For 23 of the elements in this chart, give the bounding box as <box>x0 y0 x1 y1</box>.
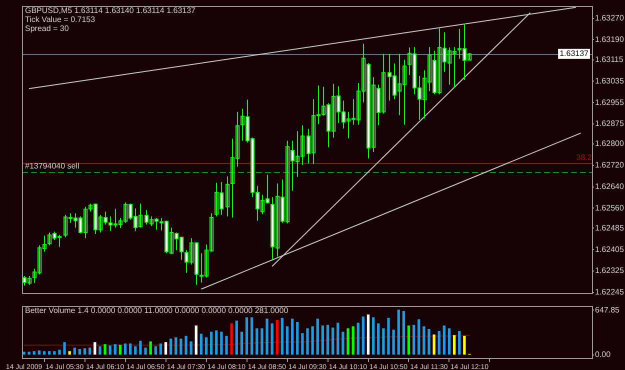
annotation: Tick Value = 0.7153 <box>25 15 96 24</box>
y-tick-label: 1.62800 <box>595 139 624 148</box>
y-tick-label: 1.63115 <box>595 54 624 64</box>
ref-line-label: #13794040 sell <box>25 161 80 170</box>
y-tick-label: 647.85 <box>595 305 620 314</box>
y-tick-label: 1.62560 <box>595 203 624 212</box>
y-tick-label: 1.62245 <box>595 288 624 297</box>
annotation: Spread = 30 <box>25 24 69 33</box>
y-tick-label: 1.62875 <box>595 119 624 128</box>
chart-title: GBPUSD,M5 1.63114 1.63140 1.63114 1.63137 <box>25 6 196 15</box>
ref-line-label: 1.63137 <box>560 49 590 58</box>
y-tick-label: 1.63035 <box>595 76 624 86</box>
y-tick-label: 1.62405 <box>595 244 624 254</box>
y-tick-label: 1.62955 <box>595 98 624 107</box>
y-tick-label: 1.63270 <box>595 14 624 23</box>
y-tick-label: 1.62640 <box>595 182 624 191</box>
y-tick-label: 1.62325 <box>595 266 624 276</box>
y-tick-label: 1.63190 <box>595 34 624 44</box>
chart-title: Better Volume 1.4 0.0000 0.0000 11.0000 0.0000 0.0000 0.0000 281.0000 <box>25 306 288 315</box>
y-tick-label: 1.62485 <box>595 223 624 232</box>
y-tick-label: 1.62720 <box>595 160 624 170</box>
y-tick-label: 0.00 <box>595 350 612 360</box>
annotation: 38.2 <box>576 152 592 162</box>
